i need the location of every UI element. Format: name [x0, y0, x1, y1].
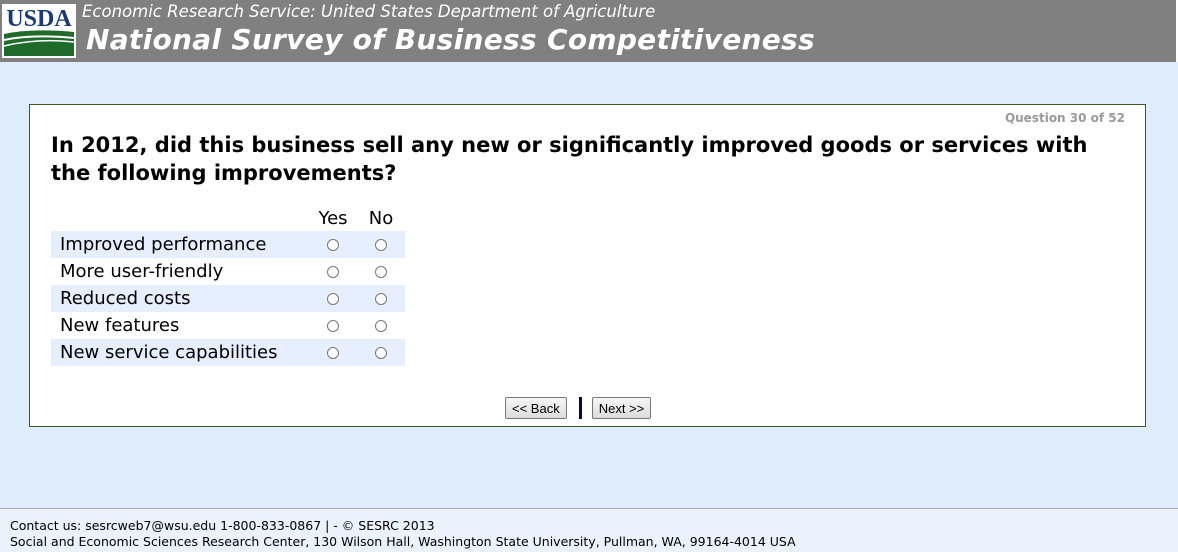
no-radio[interactable] [375, 347, 387, 359]
yes-radio[interactable] [327, 239, 339, 251]
row-label: More user-friendly [60, 261, 224, 282]
row-label: New features [60, 315, 180, 336]
column-yes: Yes [318, 207, 348, 229]
footer-contact: Contact us: sesrcweb7@wsu.edu 1-800-833-… [10, 518, 435, 533]
row-label: Reduced costs [51, 285, 309, 312]
table-row: New service capabilities [51, 339, 405, 366]
row-label: Improved performance [51, 231, 309, 258]
table-row: More user-friendly [51, 258, 405, 285]
svg-text:USDA: USDA [6, 6, 72, 32]
site-title: National Survey of Business Competitiven… [86, 23, 815, 56]
column-no: No [368, 207, 394, 229]
answer-grid: Yes No Improved performance More user-fri… [51, 205, 405, 366]
table-row: Reduced costs [51, 285, 405, 312]
table-row: New features [51, 312, 405, 339]
question-panel: Question 30 of 52 In 2012, did this busi… [29, 104, 1146, 427]
back-button[interactable]: << Back [505, 397, 567, 419]
divider [578, 397, 582, 419]
yes-radio[interactable] [327, 320, 339, 332]
footer: Contact us: sesrcweb7@wsu.edu 1-800-833-… [0, 508, 1178, 552]
footer-address: Social and Economic Sciences Research Ce… [10, 534, 796, 549]
question-text: In 2012, did this business sell any new … [51, 133, 1088, 185]
no-radio[interactable] [375, 320, 387, 332]
yes-radio[interactable] [327, 347, 339, 359]
next-button[interactable]: Next >> [591, 397, 652, 419]
site-header: USDA Economic Research Service: United S… [0, 0, 1178, 62]
table-row: Improved performance [51, 231, 405, 258]
yes-radio[interactable] [327, 293, 339, 305]
no-radio[interactable] [375, 239, 387, 251]
usda-logo: USDA [2, 4, 76, 58]
navigation: << Back Next >> [505, 397, 652, 419]
row-label: New service capabilities [51, 339, 309, 366]
no-radio[interactable] [375, 293, 387, 305]
agency-name: Economic Research Service: United States… [82, 2, 656, 21]
no-radio[interactable] [375, 266, 387, 278]
question-progress: Question 30 of 52 [1004, 111, 1125, 125]
yes-radio[interactable] [327, 266, 339, 278]
